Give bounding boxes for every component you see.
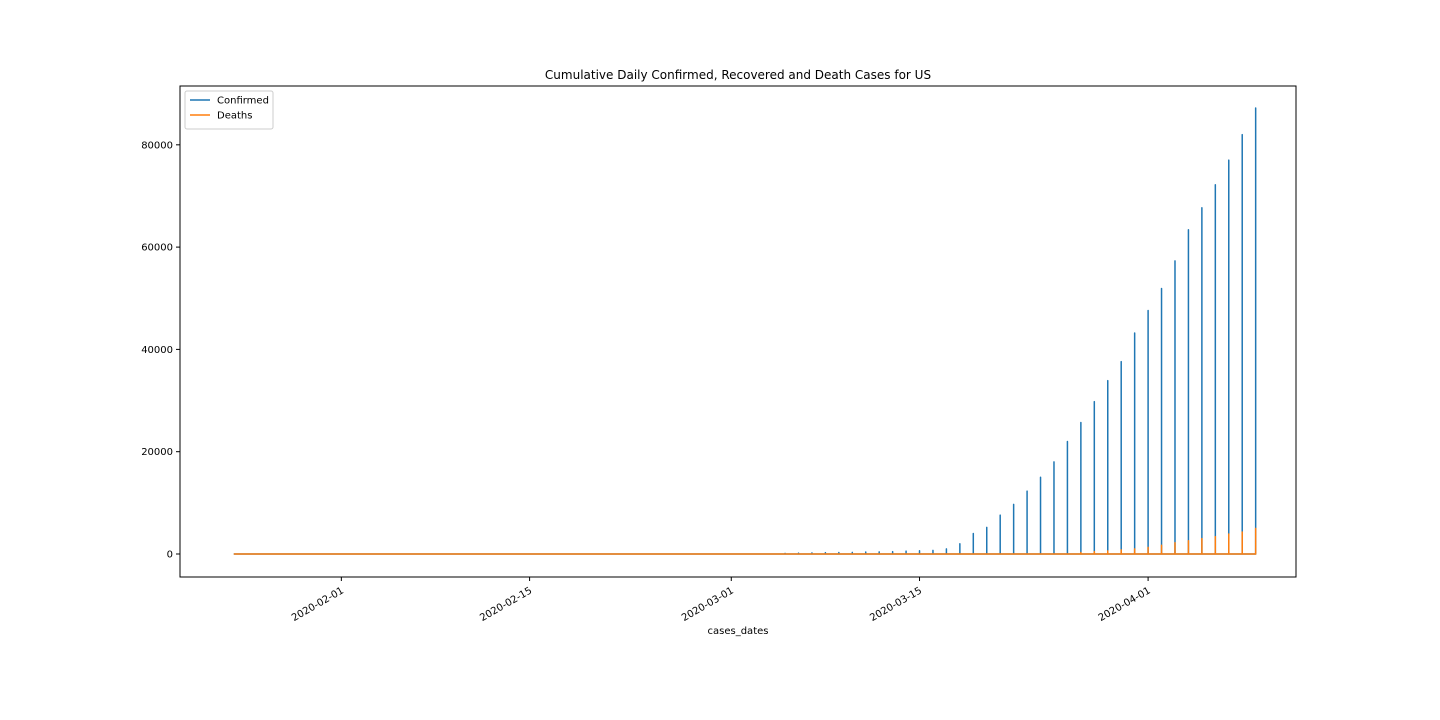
y-axis: 0 20000 40000 60000 80000 [141,140,180,560]
series-line-deaths [233,527,1257,555]
legend-label-confirmed: Confirmed [217,96,269,107]
plot-frame [179,85,1297,578]
y-tick-label: 0 [167,549,173,560]
y-tick-label: 40000 [141,345,173,356]
series-layer [233,107,1257,555]
y-tick-label: 80000 [141,140,173,151]
y-tick-label: 60000 [141,243,173,254]
y-tick-label: 20000 [141,447,173,458]
chart-title: Cumulative Daily Confirmed, Recovered an… [545,68,931,82]
legend: Confirmed Deaths [184,90,274,130]
legend-label-deaths: Deaths [217,111,252,122]
x-axis-label: cases_dates [708,626,769,637]
